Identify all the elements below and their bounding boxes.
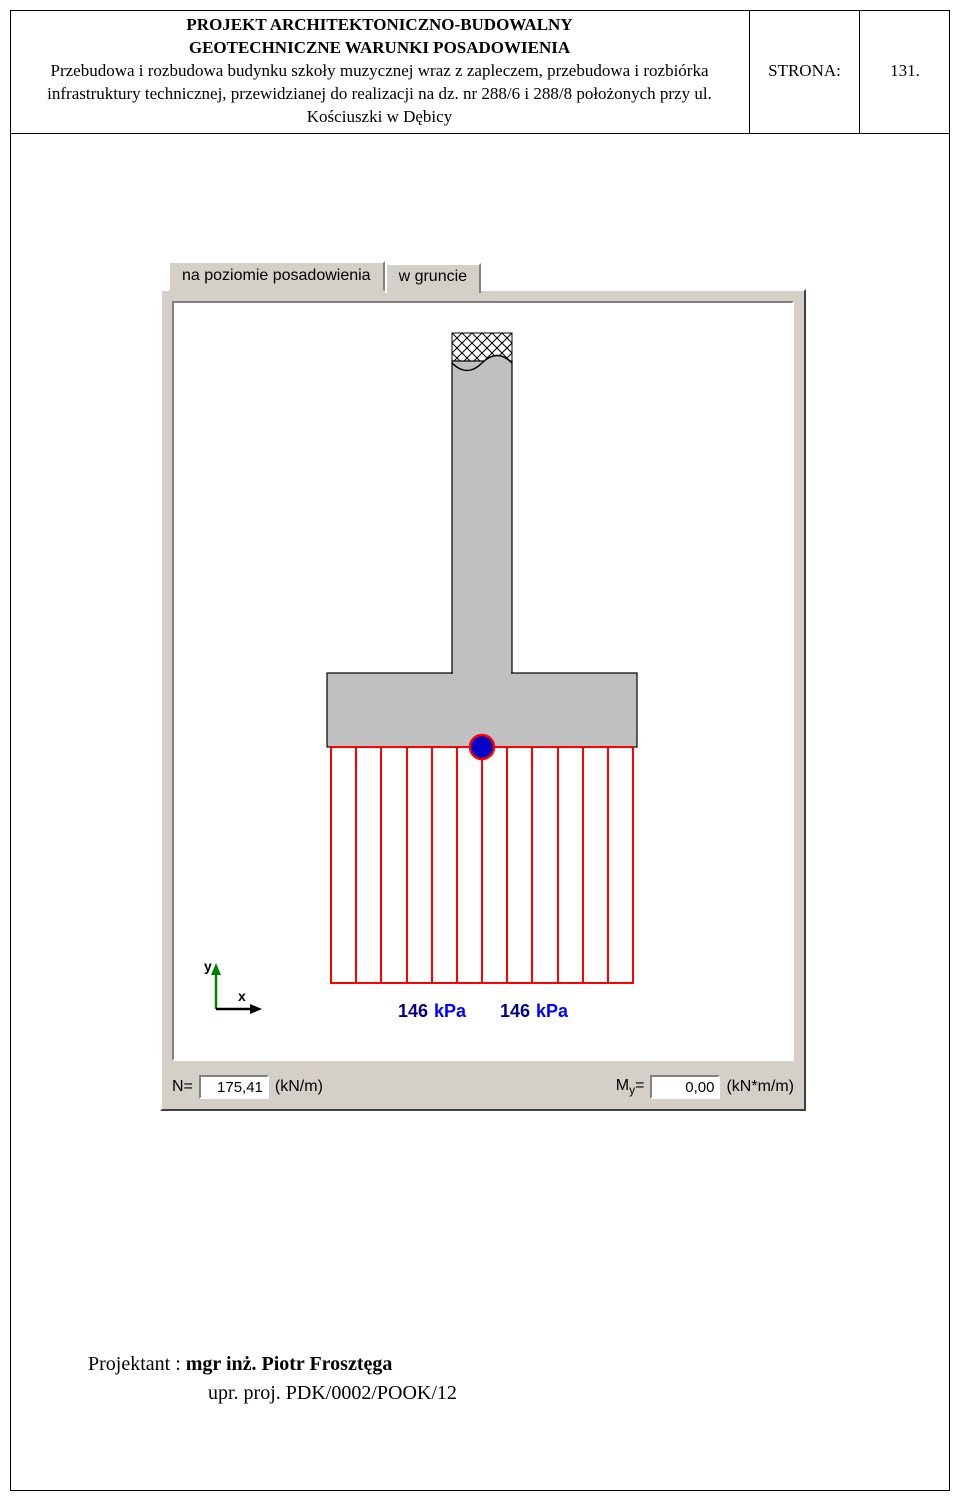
header-title-1: PROJEKT ARCHITEKTONICZNO-BUDOWALNY [18, 14, 741, 37]
footer: Projektant : mgr inż. Piotr Frosztęga up… [88, 1350, 457, 1408]
panel: y x 146 kPa 146 kPa N= (kN/m) My= (kN*m/… [160, 289, 806, 1111]
axis-x-label: x [238, 988, 246, 1004]
pressure-left-value: 146 [398, 1001, 428, 1021]
header-desc: Przebudowa i rozbudowa budynku szkoły mu… [18, 60, 741, 129]
m-label: My= [616, 1077, 645, 1097]
header-strona-label: STRONA: [750, 10, 860, 133]
geotechnical-widget: na poziomie posadowienia w gruncie [160, 260, 806, 1111]
footer-projektant-label: Projektant : [88, 1353, 186, 1375]
axes-icon: y x [204, 958, 262, 1014]
n-unit: (kN/m) [275, 1078, 323, 1096]
pressure-left-unit: kPa [434, 1001, 467, 1021]
header-title-2: GEOTECHNICZNE WARUNKI POSADOWIENIA [18, 37, 741, 60]
wall-stem [452, 361, 512, 675]
n-label: N= [172, 1078, 193, 1096]
m-unit: (kN*m/m) [726, 1078, 794, 1096]
header-main: PROJEKT ARCHITEKTONICZNO-BUDOWALNY GEOTE… [10, 10, 750, 133]
footer-line-1: Projektant : mgr inż. Piotr Frosztęga [88, 1350, 457, 1379]
header-row: PROJEKT ARCHITEKTONICZNO-BUDOWALNY GEOTE… [10, 10, 950, 134]
header-page-number: 131. [860, 10, 950, 133]
footer-line-2: upr. proj. PDK/0002/POOK/12 [88, 1379, 457, 1408]
footer-projektant-name: mgr inż. Piotr Frosztęga [186, 1353, 393, 1375]
pressure-right-value: 146 [500, 1001, 530, 1021]
tabs: na poziomie posadowienia w gruncie [168, 260, 806, 290]
diagram-svg: y x 146 kPa 146 kPa [174, 303, 790, 1059]
n-input[interactable] [199, 1075, 269, 1099]
load-bars [331, 747, 633, 983]
diagram-canvas: y x 146 kPa 146 kPa [172, 301, 794, 1061]
tab-in-ground[interactable]: w gruncie [385, 263, 481, 293]
m-input[interactable] [650, 1075, 720, 1099]
pressure-right-unit: kPa [536, 1001, 569, 1021]
tab-foundation-level[interactable]: na poziomie posadowienia [168, 261, 385, 291]
input-row: N= (kN/m) My= (kN*m/m) [172, 1075, 794, 1099]
axis-y-label: y [204, 958, 212, 974]
center-point [470, 735, 494, 759]
